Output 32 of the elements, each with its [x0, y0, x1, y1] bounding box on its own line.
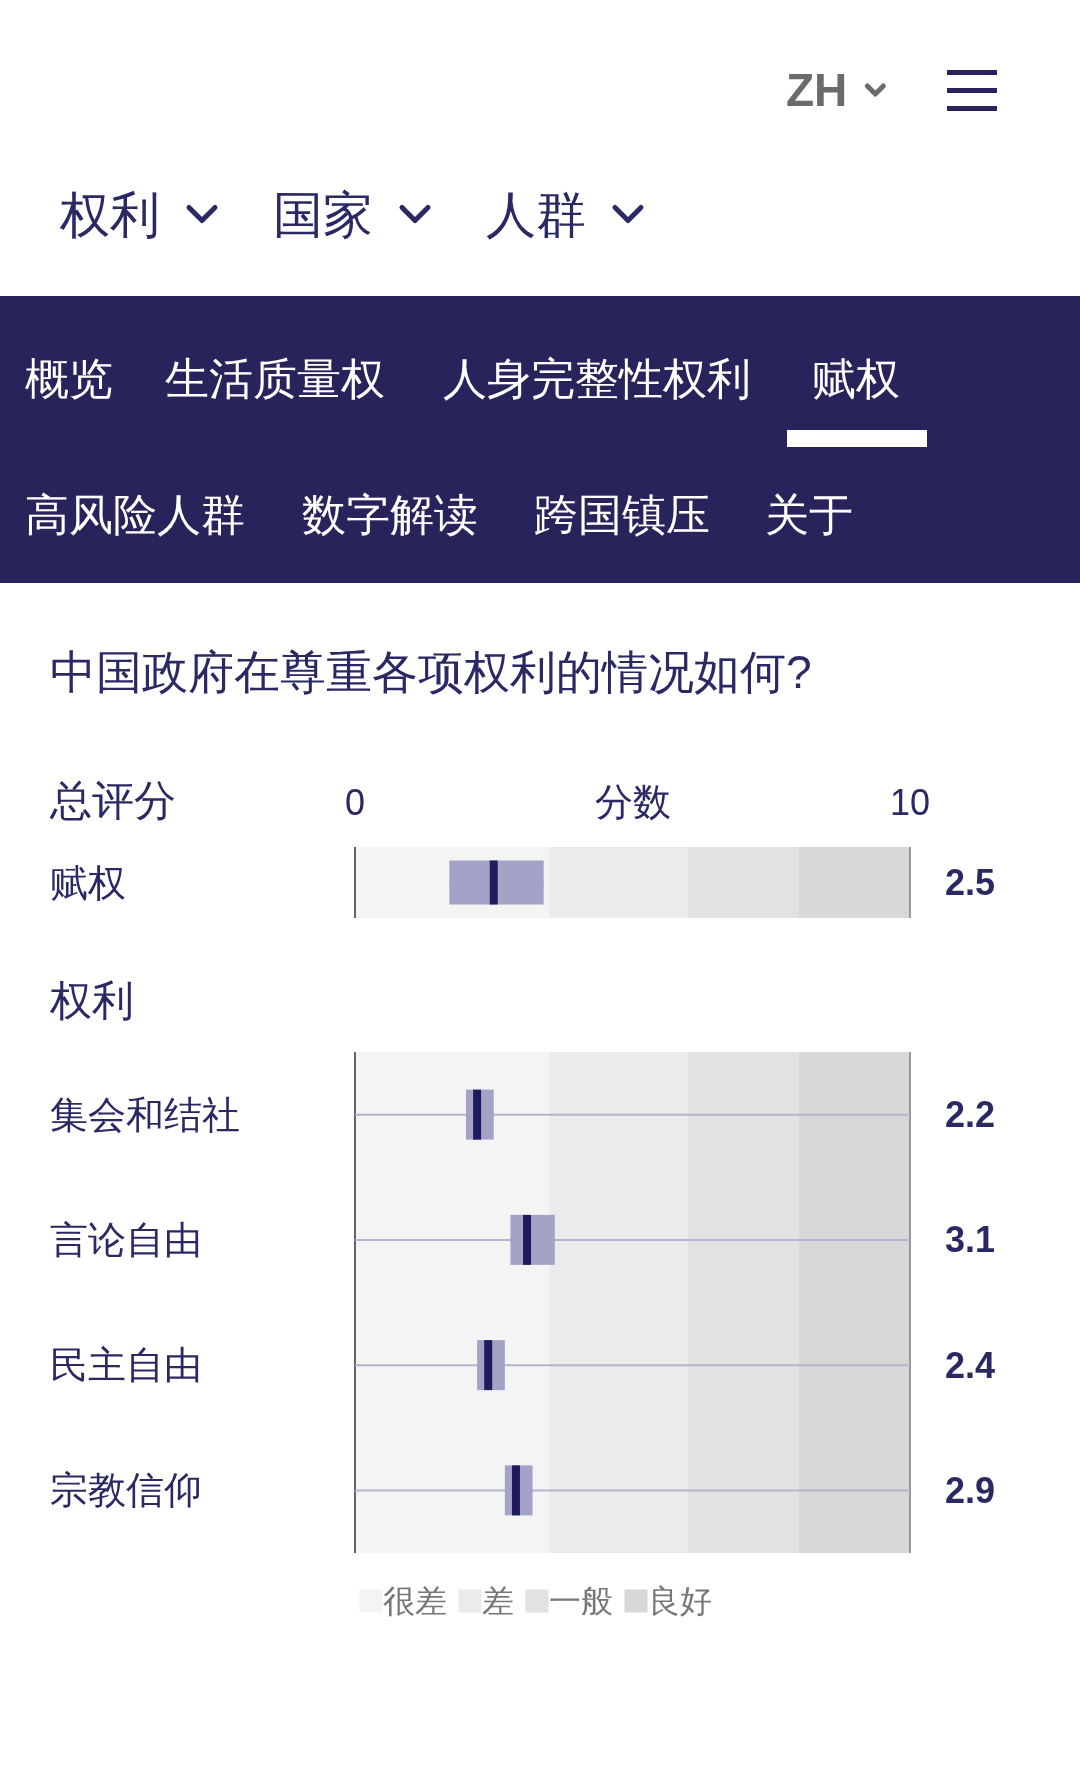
text: ZH	[786, 64, 848, 116]
legend-label: 很差	[383, 1583, 447, 1619]
text: 高风险人群	[25, 489, 245, 539]
text: 生活质量权	[165, 353, 385, 403]
y-tick-label: 集会和结社	[50, 1093, 240, 1136]
chart-title: 中国政府在尊重各项权利的情况如何?	[50, 646, 812, 698]
text: 国家	[273, 187, 373, 243]
text: 2.4	[945, 1344, 996, 1386]
text: 2.9	[945, 1469, 996, 1511]
text: 赋权	[812, 353, 900, 403]
text: 关于	[765, 489, 853, 539]
x-axis-title: 分数	[594, 781, 671, 823]
text: 跨国镇压	[534, 489, 710, 539]
text: 2.2	[945, 1094, 996, 1136]
x-tick-label: 10	[889, 781, 931, 823]
x-tick-label: 0	[344, 781, 366, 823]
text: 人身完整性权利	[443, 353, 751, 403]
y-axis-title: 权利	[49, 976, 134, 1024]
y-tick-label: 民主自由	[50, 1344, 202, 1387]
y-tick-label: 宗教信仰	[50, 1469, 202, 1512]
text: 人群	[486, 187, 586, 243]
text: 2.5	[945, 862, 996, 903]
text: 数字解读	[302, 489, 478, 539]
legend-label: 良好	[648, 1583, 712, 1619]
text: 权利	[59, 187, 160, 243]
legend-label: 一般	[549, 1583, 613, 1619]
legend-label: 差	[482, 1583, 514, 1619]
text: 概览	[25, 353, 113, 403]
y-tick-label: 赋权	[50, 861, 126, 904]
text: 3.1	[945, 1219, 996, 1261]
y-axis-title: 总评分	[49, 776, 176, 824]
y-tick-label: 言论自由	[50, 1218, 202, 1261]
